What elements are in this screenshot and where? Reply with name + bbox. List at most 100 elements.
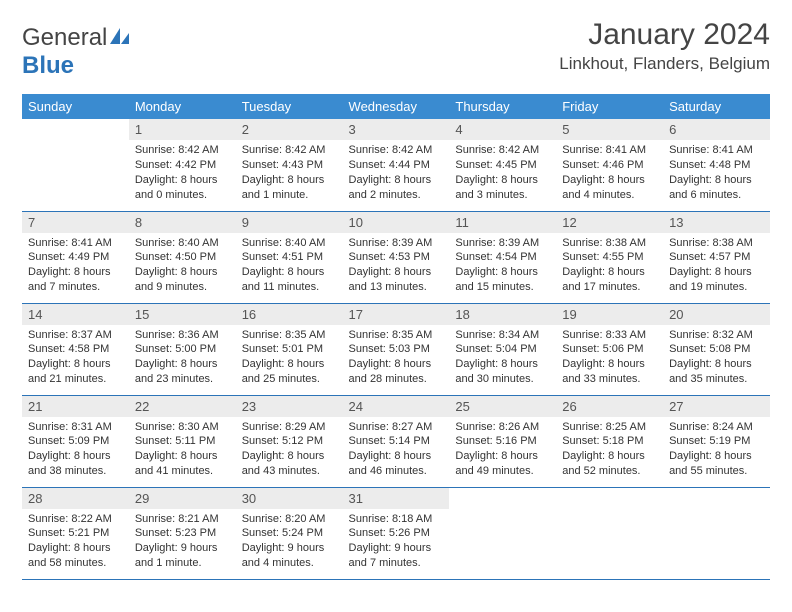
day-details: Sunrise: 8:35 AMSunset: 5:03 PMDaylight:… [343, 325, 450, 391]
day-details: Sunrise: 8:42 AMSunset: 4:44 PMDaylight:… [343, 140, 450, 206]
calendar-cell [663, 487, 770, 579]
day-number: 25 [449, 396, 556, 417]
weekday-header: Sunday [22, 94, 129, 119]
day-details: Sunrise: 8:20 AMSunset: 5:24 PMDaylight:… [236, 509, 343, 575]
calendar-cell: 12Sunrise: 8:38 AMSunset: 4:55 PMDayligh… [556, 211, 663, 303]
weekday-header: Monday [129, 94, 236, 119]
calendar-cell [449, 487, 556, 579]
day-number: 19 [556, 304, 663, 325]
day-details: Sunrise: 8:41 AMSunset: 4:46 PMDaylight:… [556, 140, 663, 206]
day-details: Sunrise: 8:41 AMSunset: 4:48 PMDaylight:… [663, 140, 770, 206]
calendar-cell: 16Sunrise: 8:35 AMSunset: 5:01 PMDayligh… [236, 303, 343, 395]
day-number: 18 [449, 304, 556, 325]
day-number: 6 [663, 119, 770, 140]
calendar-cell: 17Sunrise: 8:35 AMSunset: 5:03 PMDayligh… [343, 303, 450, 395]
title-block: January 2024 Linkhout, Flanders, Belgium [559, 18, 770, 74]
calendar-cell: 13Sunrise: 8:38 AMSunset: 4:57 PMDayligh… [663, 211, 770, 303]
day-number: 2 [236, 119, 343, 140]
day-number: 21 [22, 396, 129, 417]
day-number: 13 [663, 212, 770, 233]
calendar-cell: 8Sunrise: 8:40 AMSunset: 4:50 PMDaylight… [129, 211, 236, 303]
day-number: 31 [343, 488, 450, 509]
day-details: Sunrise: 8:26 AMSunset: 5:16 PMDaylight:… [449, 417, 556, 483]
day-number: 23 [236, 396, 343, 417]
calendar-row: 14Sunrise: 8:37 AMSunset: 4:58 PMDayligh… [22, 303, 770, 395]
weekday-header: Wednesday [343, 94, 450, 119]
day-number: 20 [663, 304, 770, 325]
calendar-cell: 11Sunrise: 8:39 AMSunset: 4:54 PMDayligh… [449, 211, 556, 303]
month-title: January 2024 [559, 18, 770, 52]
day-details: Sunrise: 8:39 AMSunset: 4:53 PMDaylight:… [343, 233, 450, 299]
day-details: Sunrise: 8:22 AMSunset: 5:21 PMDaylight:… [22, 509, 129, 575]
calendar-cell: 10Sunrise: 8:39 AMSunset: 4:53 PMDayligh… [343, 211, 450, 303]
logo-text-2: Blue [22, 52, 74, 79]
location-text: Linkhout, Flanders, Belgium [559, 54, 770, 74]
calendar-cell: 23Sunrise: 8:29 AMSunset: 5:12 PMDayligh… [236, 395, 343, 487]
day-details: Sunrise: 8:27 AMSunset: 5:14 PMDaylight:… [343, 417, 450, 483]
day-details: Sunrise: 8:18 AMSunset: 5:26 PMDaylight:… [343, 509, 450, 575]
calendar-cell: 30Sunrise: 8:20 AMSunset: 5:24 PMDayligh… [236, 487, 343, 579]
calendar-cell: 28Sunrise: 8:22 AMSunset: 5:21 PMDayligh… [22, 487, 129, 579]
calendar-cell: 15Sunrise: 8:36 AMSunset: 5:00 PMDayligh… [129, 303, 236, 395]
day-number: 10 [343, 212, 450, 233]
calendar-cell: 26Sunrise: 8:25 AMSunset: 5:18 PMDayligh… [556, 395, 663, 487]
day-details: Sunrise: 8:25 AMSunset: 5:18 PMDaylight:… [556, 417, 663, 483]
calendar-cell: 9Sunrise: 8:40 AMSunset: 4:51 PMDaylight… [236, 211, 343, 303]
day-details: Sunrise: 8:21 AMSunset: 5:23 PMDaylight:… [129, 509, 236, 575]
calendar-cell: 20Sunrise: 8:32 AMSunset: 5:08 PMDayligh… [663, 303, 770, 395]
calendar-cell: 1Sunrise: 8:42 AMSunset: 4:42 PMDaylight… [129, 119, 236, 211]
calendar-cell: 3Sunrise: 8:42 AMSunset: 4:44 PMDaylight… [343, 119, 450, 211]
day-details: Sunrise: 8:38 AMSunset: 4:55 PMDaylight:… [556, 233, 663, 299]
day-details: Sunrise: 8:37 AMSunset: 4:58 PMDaylight:… [22, 325, 129, 391]
day-number: 24 [343, 396, 450, 417]
calendar-head: SundayMondayTuesdayWednesdayThursdayFrid… [22, 94, 770, 119]
logo-sail-icon [109, 27, 131, 45]
day-number: 17 [343, 304, 450, 325]
calendar-cell: 14Sunrise: 8:37 AMSunset: 4:58 PMDayligh… [22, 303, 129, 395]
day-details: Sunrise: 8:40 AMSunset: 4:51 PMDaylight:… [236, 233, 343, 299]
day-number: 28 [22, 488, 129, 509]
calendar-cell: 27Sunrise: 8:24 AMSunset: 5:19 PMDayligh… [663, 395, 770, 487]
calendar-body: 1Sunrise: 8:42 AMSunset: 4:42 PMDaylight… [22, 119, 770, 579]
calendar-cell: 24Sunrise: 8:27 AMSunset: 5:14 PMDayligh… [343, 395, 450, 487]
header: General Blue January 2024 Linkhout, Flan… [22, 18, 770, 80]
day-number: 8 [129, 212, 236, 233]
day-number: 11 [449, 212, 556, 233]
day-number: 27 [663, 396, 770, 417]
day-number: 1 [129, 119, 236, 140]
day-details: Sunrise: 8:33 AMSunset: 5:06 PMDaylight:… [556, 325, 663, 391]
day-details: Sunrise: 8:34 AMSunset: 5:04 PMDaylight:… [449, 325, 556, 391]
day-details: Sunrise: 8:41 AMSunset: 4:49 PMDaylight:… [22, 233, 129, 299]
calendar-cell: 4Sunrise: 8:42 AMSunset: 4:45 PMDaylight… [449, 119, 556, 211]
calendar-row: 21Sunrise: 8:31 AMSunset: 5:09 PMDayligh… [22, 395, 770, 487]
day-details: Sunrise: 8:31 AMSunset: 5:09 PMDaylight:… [22, 417, 129, 483]
weekday-header: Friday [556, 94, 663, 119]
day-details: Sunrise: 8:42 AMSunset: 4:42 PMDaylight:… [129, 140, 236, 206]
calendar-cell: 18Sunrise: 8:34 AMSunset: 5:04 PMDayligh… [449, 303, 556, 395]
day-number: 3 [343, 119, 450, 140]
calendar-cell: 22Sunrise: 8:30 AMSunset: 5:11 PMDayligh… [129, 395, 236, 487]
day-details: Sunrise: 8:42 AMSunset: 4:43 PMDaylight:… [236, 140, 343, 206]
day-number: 4 [449, 119, 556, 140]
calendar-cell: 6Sunrise: 8:41 AMSunset: 4:48 PMDaylight… [663, 119, 770, 211]
day-number: 22 [129, 396, 236, 417]
calendar-cell: 29Sunrise: 8:21 AMSunset: 5:23 PMDayligh… [129, 487, 236, 579]
day-details: Sunrise: 8:38 AMSunset: 4:57 PMDaylight:… [663, 233, 770, 299]
calendar-row: 1Sunrise: 8:42 AMSunset: 4:42 PMDaylight… [22, 119, 770, 211]
day-details: Sunrise: 8:39 AMSunset: 4:54 PMDaylight:… [449, 233, 556, 299]
calendar-cell [556, 487, 663, 579]
calendar-cell: 7Sunrise: 8:41 AMSunset: 4:49 PMDaylight… [22, 211, 129, 303]
calendar-row: 7Sunrise: 8:41 AMSunset: 4:49 PMDaylight… [22, 211, 770, 303]
day-number: 5 [556, 119, 663, 140]
day-number: 16 [236, 304, 343, 325]
calendar-cell: 21Sunrise: 8:31 AMSunset: 5:09 PMDayligh… [22, 395, 129, 487]
calendar-cell: 31Sunrise: 8:18 AMSunset: 5:26 PMDayligh… [343, 487, 450, 579]
day-number: 26 [556, 396, 663, 417]
calendar-cell: 25Sunrise: 8:26 AMSunset: 5:16 PMDayligh… [449, 395, 556, 487]
weekday-header: Thursday [449, 94, 556, 119]
calendar-cell: 19Sunrise: 8:33 AMSunset: 5:06 PMDayligh… [556, 303, 663, 395]
weekday-header: Saturday [663, 94, 770, 119]
calendar-cell: 2Sunrise: 8:42 AMSunset: 4:43 PMDaylight… [236, 119, 343, 211]
calendar-row: 28Sunrise: 8:22 AMSunset: 5:21 PMDayligh… [22, 487, 770, 579]
day-details: Sunrise: 8:29 AMSunset: 5:12 PMDaylight:… [236, 417, 343, 483]
